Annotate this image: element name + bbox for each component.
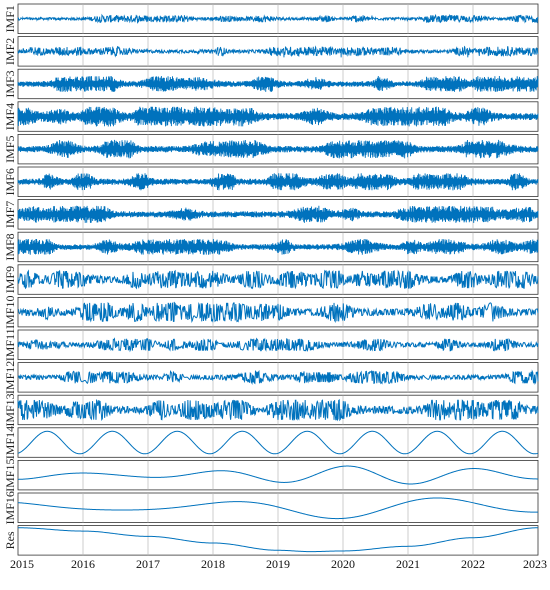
series-label-res: Res — [3, 531, 17, 549]
series-label-imf11: IMF11 — [3, 328, 17, 361]
series-line-imf15 — [17, 465, 538, 485]
series-line-imf11 — [17, 337, 539, 353]
series-label-imf6: IMF6 — [3, 168, 17, 195]
panel-imf10: IMF10 — [3, 296, 539, 329]
panel-imf6: IMF6 — [3, 166, 539, 197]
panel-imf15: IMF15 — [3, 459, 539, 492]
panel-imf12: IMF12 — [3, 361, 539, 394]
series-line-imf7 — [17, 205, 539, 223]
panel-res: Res — [3, 525, 539, 556]
series-line-imf10 — [17, 301, 539, 324]
series-label-imf10: IMF10 — [3, 296, 17, 329]
x-tick-label: 2016 — [71, 557, 95, 571]
series-label-imf15: IMF15 — [3, 459, 17, 492]
series-line-imf6 — [17, 173, 539, 191]
series-label-imf3: IMF3 — [3, 70, 17, 97]
series-line-imf1 — [17, 13, 539, 24]
panel-imf11: IMF11 — [3, 328, 539, 361]
panel-imf14: IMF14 — [3, 426, 539, 459]
x-tick-label: 2022 — [461, 557, 485, 571]
series-label-imf14: IMF14 — [3, 426, 17, 459]
x-tick-label: 2020 — [331, 557, 355, 571]
x-tick-label: 2019 — [266, 557, 290, 571]
x-tick-label: 2015 — [10, 557, 34, 571]
series-label-imf12: IMF12 — [3, 361, 17, 394]
panel-imf1: IMF1 — [3, 3, 539, 34]
panel-imf2: IMF2 — [3, 36, 539, 67]
series-line-imf3 — [17, 76, 539, 92]
series-line-imf8 — [17, 238, 539, 255]
panel-imf9: IMF9 — [3, 264, 539, 295]
series-label-imf8: IMF8 — [3, 233, 17, 260]
series-line-imf2 — [17, 45, 539, 58]
series-line-imf12 — [17, 369, 539, 386]
x-tick-label: 2018 — [201, 557, 225, 571]
series-line-imf16 — [17, 497, 538, 520]
x-tick-label: 2017 — [136, 557, 160, 571]
panel-imf8: IMF8 — [3, 231, 539, 263]
series-label-imf16: IMF16 — [3, 491, 17, 524]
series-label-imf13: IMF13 — [3, 393, 17, 426]
series-line-imf4 — [17, 106, 539, 127]
panel-imf3: IMF3 — [3, 68, 539, 100]
series-label-imf1: IMF1 — [3, 5, 17, 32]
panel-imf4: IMF4 — [3, 101, 539, 132]
x-axis-ticks: 2015 2016 2017 2018 2019 2020 2021 2022 2023 — [10, 557, 547, 571]
series-line-imf5 — [17, 139, 539, 159]
series-line-imf9 — [17, 269, 539, 290]
series-line-res — [17, 527, 539, 553]
panel-imf7: IMF7 — [3, 199, 539, 230]
series-line-imf13 — [17, 398, 539, 422]
panel-imf5: IMF5 — [3, 133, 539, 165]
series-label-imf9: IMF9 — [3, 266, 17, 293]
x-tick-label: 2021 — [396, 557, 420, 571]
panel-imf16: IMF16 — [3, 491, 539, 524]
series-label-imf7: IMF7 — [3, 201, 17, 228]
series-label-imf5: IMF5 — [3, 136, 17, 163]
series-line-imf14 — [17, 430, 539, 455]
series-label-imf4: IMF4 — [3, 103, 17, 130]
x-tick-label: 2023 — [523, 557, 547, 571]
series-label-imf2: IMF2 — [3, 38, 17, 65]
panels-group: IMF1 IMF2 IMF3 IMF4 IMF5 IMF6 IMF7 IMF8 IMF9 IMF1… — [3, 3, 539, 556]
panel-imf13: IMF13 — [3, 393, 539, 427]
